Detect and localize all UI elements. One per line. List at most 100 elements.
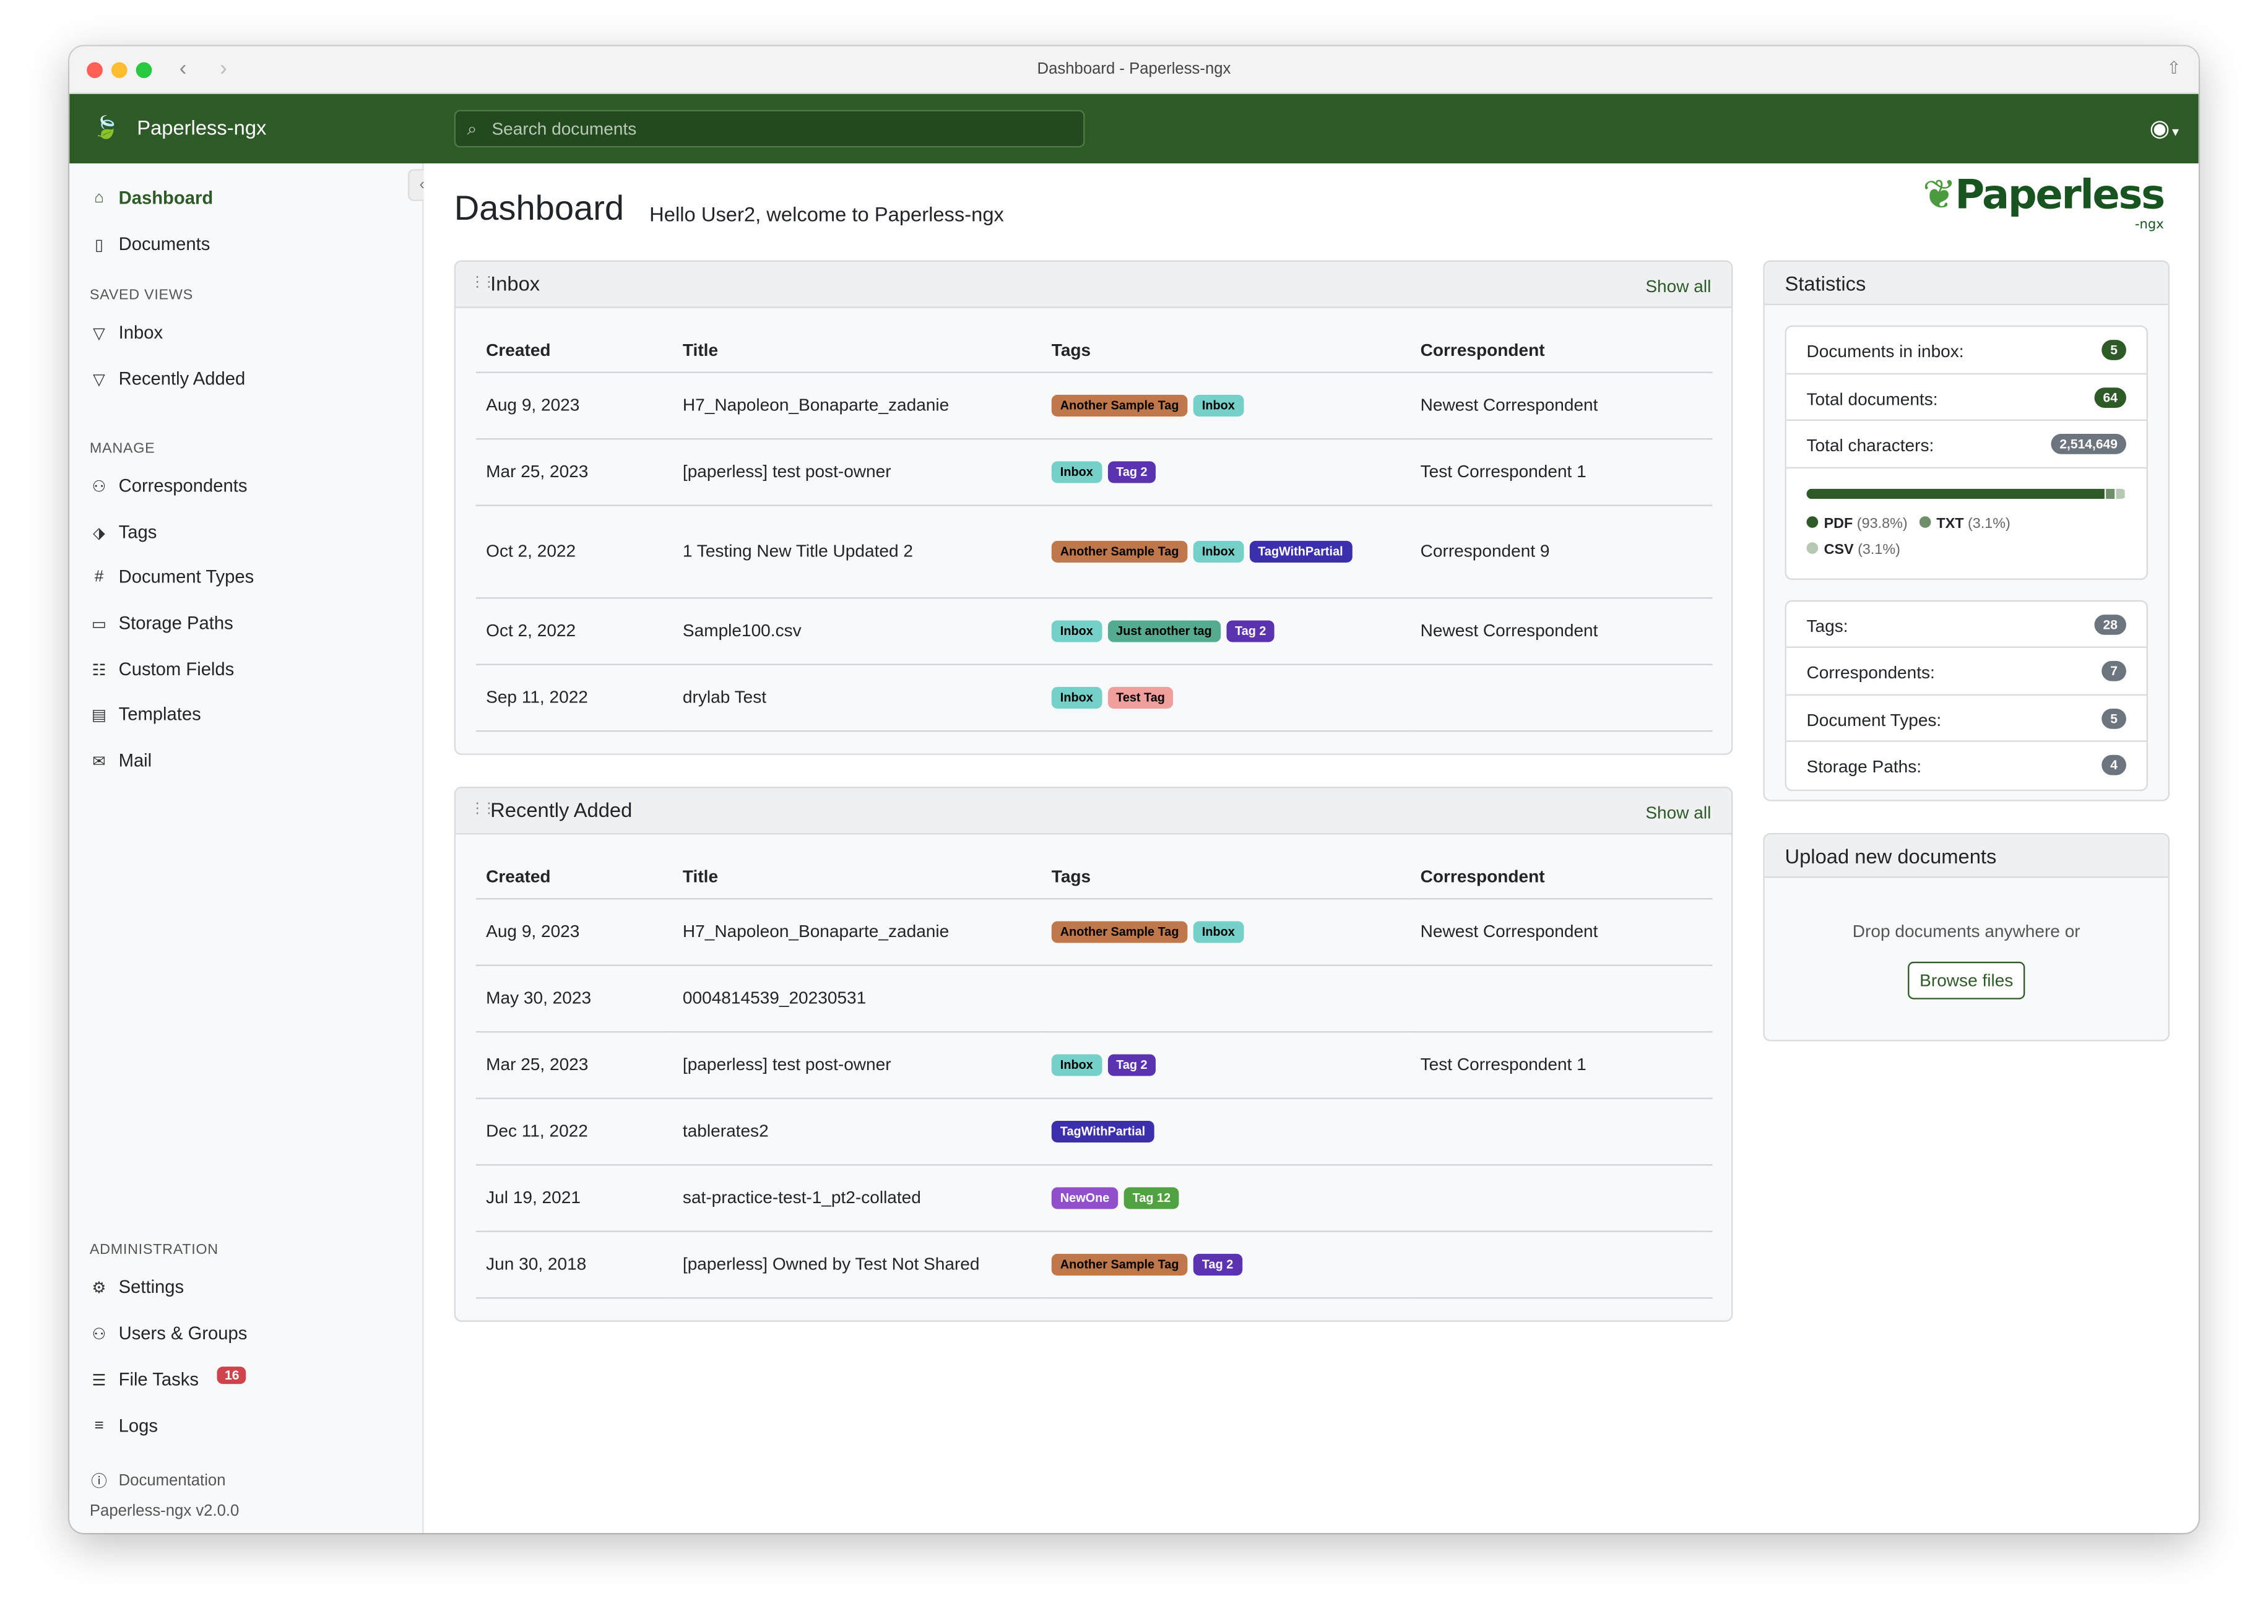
sidebar-item-document-types[interactable]: # Document Types xyxy=(90,567,254,587)
correspondent-cell[interactable] xyxy=(1410,1230,1713,1298)
tag-badge[interactable]: Inbox xyxy=(1193,920,1244,943)
tag-badge[interactable]: Inbox xyxy=(1051,620,1102,642)
sidebar-item-custom-fields[interactable]: ☷ Custom Fields xyxy=(90,660,235,680)
tag-badge[interactable]: Tag 12 xyxy=(1123,1186,1180,1209)
sidebar-item-recently-added[interactable]: ▽ Recently Added xyxy=(90,369,245,389)
column-header[interactable]: Tags xyxy=(1041,328,1411,373)
sidebar-item-logs[interactable]: ≡ Logs xyxy=(90,1416,158,1436)
title-cell[interactable]: tablerates2 xyxy=(672,1097,1042,1165)
title-cell[interactable]: sat-practice-test-1_pt2-collated xyxy=(672,1164,1042,1232)
stat-object-count[interactable]: Document Types: 5 xyxy=(1786,695,2147,742)
tag-badge[interactable]: Another Sample Tag xyxy=(1051,920,1188,943)
title-cell[interactable]: [paperless] test post-owner xyxy=(672,1031,1042,1099)
tag-badge[interactable]: Another Sample Tag xyxy=(1051,540,1188,562)
show-all-link[interactable]: Show all xyxy=(1645,802,1712,823)
tag-badge[interactable]: TagWithPartial xyxy=(1051,1120,1154,1142)
correspondent-cell[interactable] xyxy=(1410,1164,1713,1232)
stat-documents-in-inbox[interactable]: Documents in inbox: 5 xyxy=(1786,327,2147,374)
tag-badge[interactable]: Inbox xyxy=(1193,540,1244,562)
tag-badge[interactable]: Just another tag xyxy=(1107,620,1221,642)
table-row[interactable]: May 30, 2023 0004814539_20230531 xyxy=(475,964,1713,1032)
documentation-link[interactable]: ⓘ Documentation xyxy=(90,1469,225,1492)
sidebar-item-correspondents[interactable]: ⚇ Correspondents xyxy=(90,476,248,496)
title-cell[interactable]: 1 Testing New Title Updated 2 xyxy=(672,504,1042,598)
correspondent-cell[interactable]: Newest Correspondent xyxy=(1410,898,1713,965)
stat-object-count[interactable]: Tags: 28 xyxy=(1786,601,2147,648)
minimize-window-button[interactable] xyxy=(111,62,128,79)
title-cell[interactable]: [paperless] test post-owner xyxy=(672,438,1042,506)
table-row[interactable]: Aug 9, 2023 H7_Napoleon_Bonaparte_zadanie… xyxy=(475,898,1713,965)
stat-object-count[interactable]: Correspondents: 7 xyxy=(1786,648,2147,695)
close-window-button[interactable] xyxy=(87,62,103,79)
tag-badge[interactable]: Tag 2 xyxy=(1193,1253,1242,1275)
sidebar-item-settings[interactable]: ⚙ Settings xyxy=(90,1277,184,1297)
table-row[interactable]: Mar 25, 2023 [paperless] test post-owner I… xyxy=(475,1031,1713,1099)
tag-badge[interactable]: Another Sample Tag xyxy=(1051,394,1188,416)
sidebar-item-users-groups[interactable]: ⚇ Users & Groups xyxy=(90,1323,248,1344)
table-row[interactable]: Jun 30, 2018 [paperless] Owned by Test No… xyxy=(475,1230,1713,1298)
table-row[interactable]: Dec 11, 2022 tablerates2 TagWithPartial xyxy=(475,1097,1713,1165)
correspondent-cell[interactable]: Newest Correspondent xyxy=(1410,371,1713,439)
tag-badge[interactable]: Inbox xyxy=(1193,394,1244,416)
tag-badge[interactable]: Tag 2 xyxy=(1226,620,1275,642)
search-input[interactable]: ⌕ Search documents xyxy=(454,110,1085,148)
forward-icon[interactable]: › xyxy=(220,56,227,81)
title-cell[interactable]: H7_Napoleon_Bonaparte_zadanie xyxy=(672,371,1042,439)
column-header[interactable]: Title xyxy=(672,854,1042,899)
drag-handle-icon[interactable]: ⋮⋮ xyxy=(470,801,496,818)
sidebar-item-inbox[interactable]: ▽ Inbox xyxy=(90,322,163,343)
column-header[interactable]: Tags xyxy=(1041,854,1411,899)
title-cell[interactable]: drylab Test xyxy=(672,663,1042,732)
tag-badge[interactable]: Tag 2 xyxy=(1107,1053,1156,1076)
show-all-link[interactable]: Show all xyxy=(1645,276,1712,297)
tag-badge[interactable]: Tag 2 xyxy=(1107,460,1156,483)
sidebar-item-dashboard[interactable]: ⌂ Dashboard xyxy=(90,188,213,209)
title-cell[interactable]: 0004814539_20230531 xyxy=(672,964,1042,1032)
tag-badge[interactable]: Inbox xyxy=(1051,686,1102,708)
drag-handle-icon[interactable]: ⋮⋮ xyxy=(470,274,496,291)
zoom-window-button[interactable] xyxy=(136,62,152,79)
brand-link[interactable]: 🍃 Paperless-ngx xyxy=(93,114,267,140)
sidebar-item-storage-paths[interactable]: ▭ Storage Paths xyxy=(90,613,233,634)
correspondent-cell[interactable] xyxy=(1410,1097,1713,1165)
correspondent-cell[interactable] xyxy=(1410,964,1713,1032)
correspondent-cell[interactable]: Correspondent 9 xyxy=(1410,504,1713,598)
tag-badge[interactable]: Inbox xyxy=(1051,460,1102,483)
title-cell[interactable]: Sample100.csv xyxy=(672,597,1042,665)
table-row[interactable]: Aug 9, 2023 H7_Napoleon_Bonaparte_zadanie… xyxy=(475,371,1713,439)
table-row[interactable]: Oct 2, 2022 Sample100.csv Inbox Just anothe… xyxy=(475,597,1713,665)
sidebar-item-file-tasks[interactable]: ☰ File Tasks 16 xyxy=(90,1367,247,1390)
column-header[interactable]: Correspondent xyxy=(1410,854,1713,899)
table-row[interactable]: Oct 2, 2022 1 Testing New Title Updated 2… xyxy=(475,504,1713,598)
table-row[interactable]: Mar 25, 2023 [paperless] test post-owner I… xyxy=(475,438,1713,506)
back-icon[interactable]: ‹ xyxy=(179,56,187,81)
tag-badge[interactable]: Inbox xyxy=(1051,1053,1102,1076)
correspondent-cell[interactable]: Newest Correspondent xyxy=(1410,597,1713,665)
title-cell[interactable]: [paperless] Owned by Test Not Shared xyxy=(672,1230,1042,1298)
stat-total-documents[interactable]: Total documents: 64 xyxy=(1786,374,2147,421)
tag-badge[interactable]: Test Tag xyxy=(1107,686,1174,708)
column-header[interactable]: Title xyxy=(672,328,1042,373)
stat-object-count[interactable]: Storage Paths: 4 xyxy=(1786,742,2147,789)
sidebar-item-documents[interactable]: ▯ Documents xyxy=(90,235,210,255)
correspondent-cell[interactable] xyxy=(1410,663,1713,732)
drop-zone[interactable]: Drop documents anywhere or Browse files xyxy=(1765,878,2168,1000)
share-icon[interactable]: ⇧ xyxy=(2166,58,2181,79)
column-header[interactable]: Created xyxy=(475,854,673,899)
title-cell[interactable]: H7_Napoleon_Bonaparte_zadanie xyxy=(672,898,1042,965)
correspondent-cell[interactable]: Test Correspondent 1 xyxy=(1410,1031,1713,1099)
sidebar-item-templates[interactable]: ▤ Templates xyxy=(90,704,201,725)
table-row[interactable]: Jul 19, 2021 sat-practice-test-1_pt2-coll… xyxy=(475,1164,1713,1232)
sidebar-item-mail[interactable]: ✉ Mail xyxy=(90,751,152,771)
tag-badge[interactable]: TagWithPartial xyxy=(1249,540,1352,562)
tags-cell: Another Sample Tag Tag 2 xyxy=(1041,1230,1411,1298)
table-row[interactable]: Sep 11, 2022 drylab Test Inbox Test Tag xyxy=(475,663,1713,732)
browse-files-button[interactable]: Browse files xyxy=(1908,961,2025,1000)
column-header[interactable]: Correspondent xyxy=(1410,328,1713,373)
sidebar-item-tags[interactable]: ⬗ Tags xyxy=(90,522,157,543)
tag-badge[interactable]: NewOne xyxy=(1051,1186,1119,1209)
correspondent-cell[interactable]: Test Correspondent 1 xyxy=(1410,438,1713,506)
user-menu-button[interactable]: ◉▼ xyxy=(2150,114,2181,144)
column-header[interactable]: Created xyxy=(475,328,673,373)
tag-badge[interactable]: Another Sample Tag xyxy=(1051,1253,1188,1275)
